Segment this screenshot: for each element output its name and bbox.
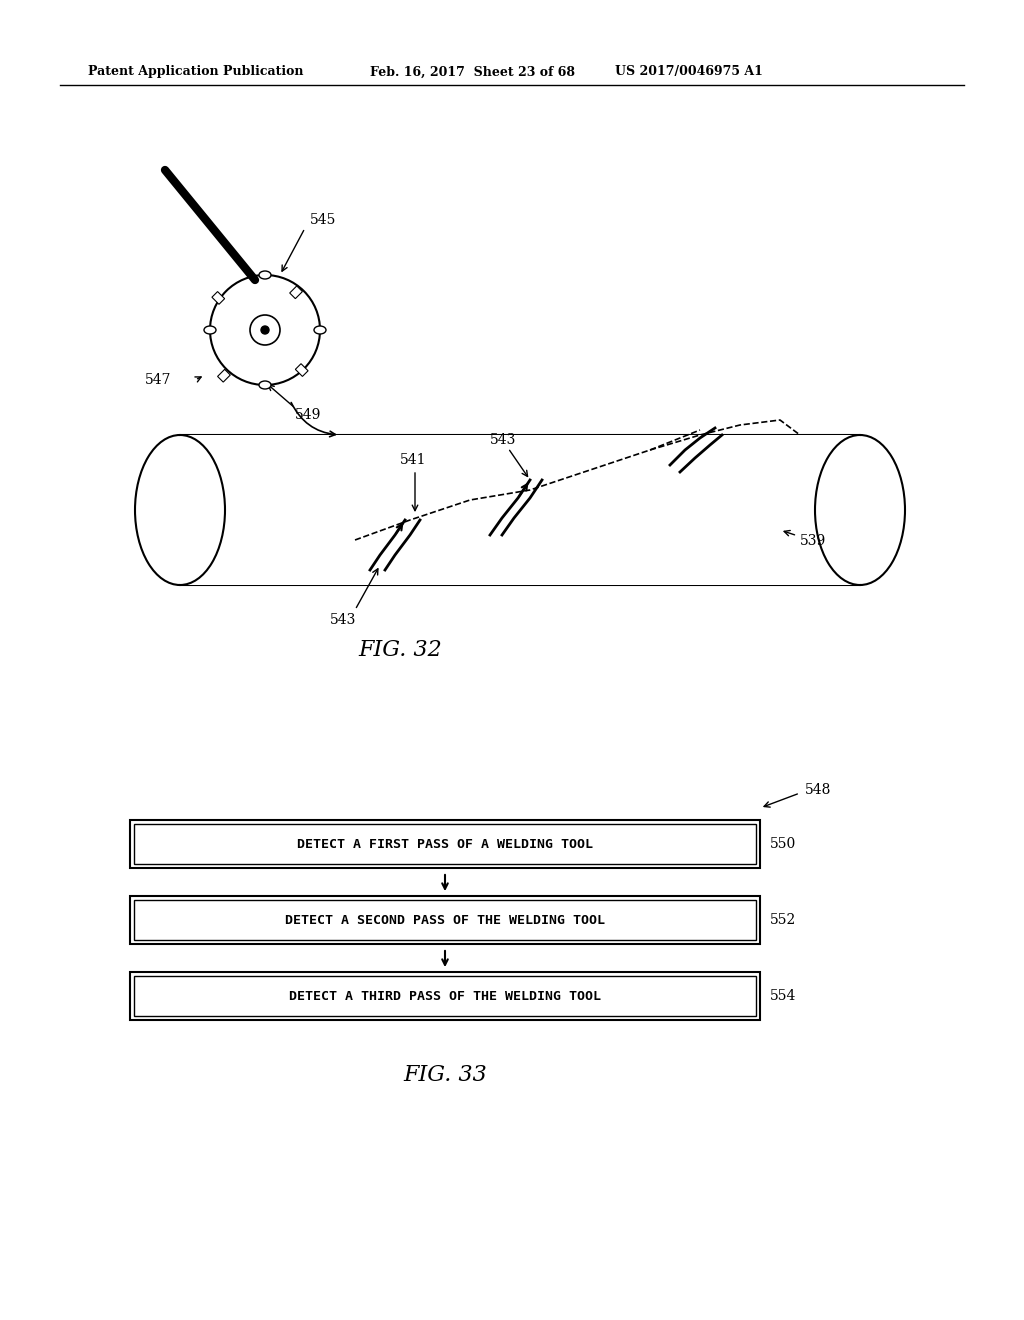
Bar <box>130 820 760 869</box>
Text: 545: 545 <box>310 213 336 227</box>
Text: 550: 550 <box>770 837 797 851</box>
Text: US 2017/0046975 A1: US 2017/0046975 A1 <box>615 66 763 78</box>
Ellipse shape <box>261 326 269 334</box>
Bar <box>134 824 756 865</box>
Text: 552: 552 <box>770 913 797 927</box>
Text: 549: 549 <box>295 408 322 422</box>
Text: FIG. 32: FIG. 32 <box>358 639 442 661</box>
Bar <box>217 370 230 381</box>
Bar <box>130 896 760 944</box>
Text: 541: 541 <box>400 453 427 467</box>
Text: 547: 547 <box>145 374 171 387</box>
Text: Feb. 16, 2017  Sheet 23 of 68: Feb. 16, 2017 Sheet 23 of 68 <box>370 66 575 78</box>
Text: 554: 554 <box>770 989 797 1003</box>
Bar <box>130 972 760 1020</box>
Bar <box>180 436 860 585</box>
Text: DETECT A FIRST PASS OF A WELDING TOOL: DETECT A FIRST PASS OF A WELDING TOOL <box>297 837 593 850</box>
Text: 539: 539 <box>784 531 826 548</box>
Text: 543: 543 <box>490 433 516 447</box>
Bar <box>295 364 308 376</box>
Bar <box>290 286 302 298</box>
Bar <box>134 975 756 1016</box>
Ellipse shape <box>314 326 326 334</box>
Text: FIG. 33: FIG. 33 <box>403 1064 486 1086</box>
Text: DETECT A SECOND PASS OF THE WELDING TOOL: DETECT A SECOND PASS OF THE WELDING TOOL <box>285 913 605 927</box>
Text: DETECT A THIRD PASS OF THE WELDING TOOL: DETECT A THIRD PASS OF THE WELDING TOOL <box>289 990 601 1002</box>
Ellipse shape <box>204 326 216 334</box>
Text: Patent Application Publication: Patent Application Publication <box>88 66 303 78</box>
Ellipse shape <box>259 381 271 389</box>
Text: 548: 548 <box>805 783 831 797</box>
Ellipse shape <box>259 271 271 279</box>
Bar <box>212 292 224 305</box>
Bar <box>134 900 756 940</box>
Text: 543: 543 <box>330 612 356 627</box>
